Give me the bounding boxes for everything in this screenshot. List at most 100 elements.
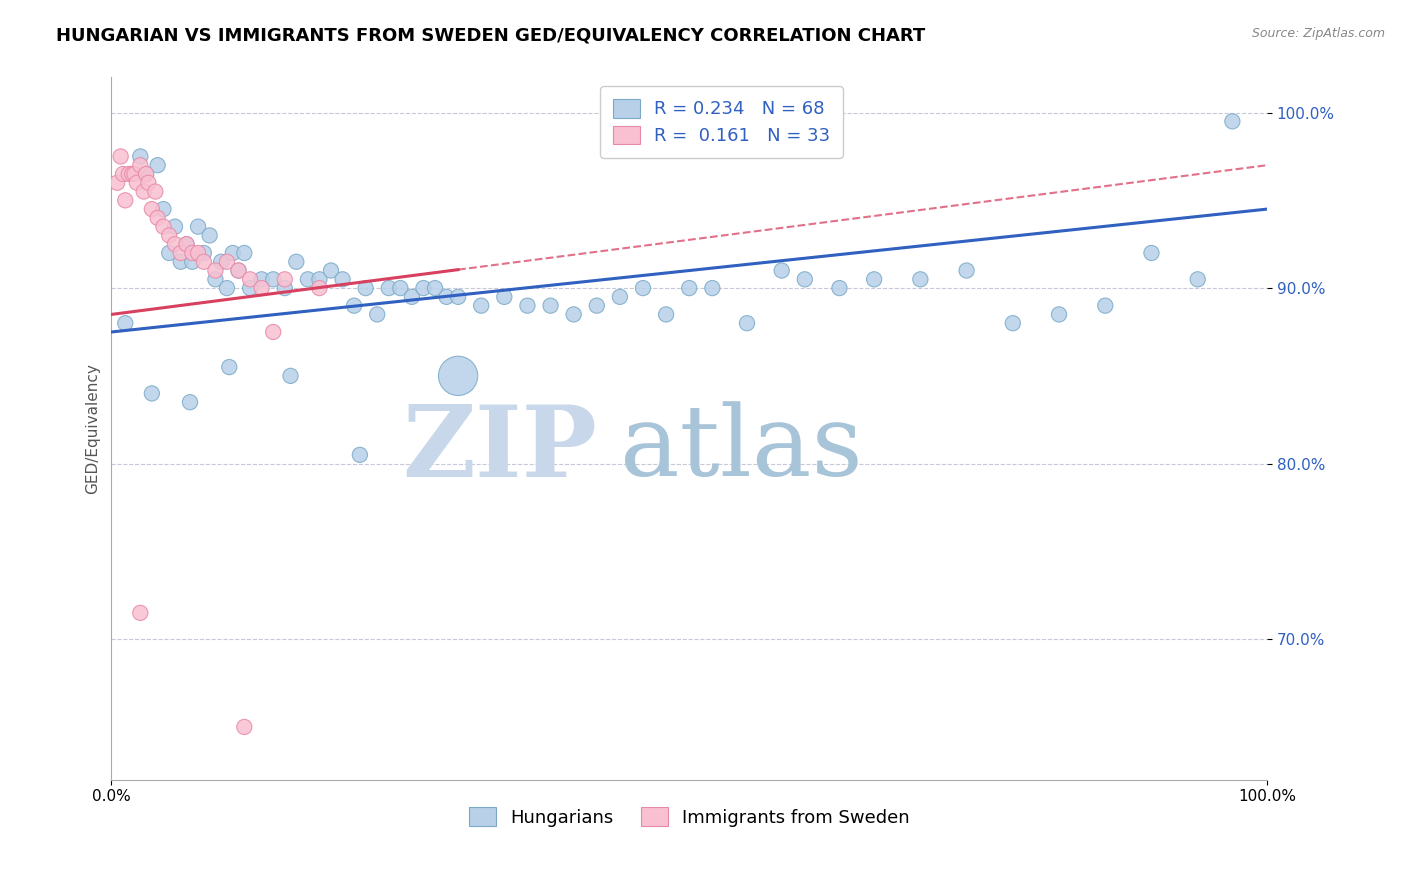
- Point: [285, 254, 308, 268]
- Point: [1047, 307, 1070, 321]
- Point: [176, 237, 198, 252]
- Point: [1001, 316, 1024, 330]
- Point: [105, 176, 128, 190]
- Point: [349, 448, 371, 462]
- Text: ZIP: ZIP: [402, 401, 596, 498]
- Point: [141, 202, 163, 216]
- Point: [209, 254, 232, 268]
- Point: [863, 272, 886, 286]
- Point: [135, 167, 157, 181]
- Point: [1140, 246, 1163, 260]
- Point: [262, 272, 284, 286]
- Point: [218, 360, 240, 375]
- Point: [540, 299, 562, 313]
- Point: [239, 281, 262, 295]
- Point: [447, 290, 470, 304]
- Point: [585, 299, 607, 313]
- Point: [250, 281, 273, 295]
- Point: [319, 263, 342, 277]
- Point: [187, 246, 209, 260]
- Point: [146, 158, 169, 172]
- Point: [436, 290, 458, 304]
- Point: [332, 272, 354, 286]
- Point: [114, 194, 136, 208]
- Point: [423, 281, 446, 295]
- Point: [215, 281, 238, 295]
- Point: [297, 272, 319, 286]
- Point: [793, 272, 815, 286]
- Point: [124, 167, 146, 181]
- Point: [389, 281, 412, 295]
- Point: [198, 228, 221, 243]
- Point: [170, 254, 193, 268]
- Point: [250, 272, 273, 286]
- Point: [228, 263, 250, 277]
- Point: [121, 167, 143, 181]
- Text: Source: ZipAtlas.com: Source: ZipAtlas.com: [1251, 27, 1385, 40]
- Text: HUNGARIAN VS IMMIGRANTS FROM SWEDEN GED/EQUIVALENCY CORRELATION CHART: HUNGARIAN VS IMMIGRANTS FROM SWEDEN GED/…: [56, 27, 925, 45]
- Point: [631, 281, 654, 295]
- Point: [152, 219, 174, 234]
- Point: [181, 254, 204, 268]
- Point: [343, 299, 366, 313]
- Point: [274, 281, 297, 295]
- Point: [222, 246, 245, 260]
- Point: [366, 307, 388, 321]
- Point: [129, 149, 152, 163]
- Point: [770, 263, 793, 277]
- Point: [193, 254, 215, 268]
- Point: [233, 246, 256, 260]
- Point: [678, 281, 700, 295]
- Point: [955, 263, 977, 277]
- Point: [129, 158, 152, 172]
- Point: [378, 281, 401, 295]
- Point: [152, 202, 174, 216]
- Point: [118, 167, 141, 181]
- Y-axis label: GED/Equivalency: GED/Equivalency: [86, 363, 100, 494]
- Point: [129, 606, 152, 620]
- Point: [702, 281, 724, 295]
- Point: [447, 368, 470, 383]
- Point: [163, 237, 186, 252]
- Point: [179, 395, 201, 409]
- Point: [470, 299, 492, 313]
- Legend: Hungarians, Immigrants from Sweden: Hungarians, Immigrants from Sweden: [461, 800, 917, 834]
- Point: [215, 254, 238, 268]
- Point: [157, 228, 180, 243]
- Point: [141, 386, 163, 401]
- Point: [412, 281, 434, 295]
- Point: [308, 272, 330, 286]
- Point: [401, 290, 423, 304]
- Point: [157, 246, 180, 260]
- Point: [1222, 114, 1244, 128]
- Point: [262, 325, 284, 339]
- Point: [233, 720, 256, 734]
- Point: [494, 290, 516, 304]
- Point: [308, 281, 330, 295]
- Point: [562, 307, 585, 321]
- Point: [735, 316, 758, 330]
- Point: [354, 281, 377, 295]
- Point: [176, 237, 198, 252]
- Point: [228, 263, 250, 277]
- Text: atlas: atlas: [620, 401, 863, 498]
- Point: [181, 246, 204, 260]
- Point: [609, 290, 631, 304]
- Point: [1094, 299, 1116, 313]
- Point: [655, 307, 678, 321]
- Point: [132, 185, 155, 199]
- Point: [274, 272, 297, 286]
- Point: [163, 219, 186, 234]
- Point: [110, 149, 132, 163]
- Point: [910, 272, 932, 286]
- Point: [114, 316, 136, 330]
- Point: [1187, 272, 1209, 286]
- Point: [828, 281, 851, 295]
- Point: [111, 167, 134, 181]
- Point: [135, 167, 157, 181]
- Point: [138, 176, 160, 190]
- Point: [239, 272, 262, 286]
- Point: [193, 246, 215, 260]
- Point: [204, 272, 226, 286]
- Point: [516, 299, 538, 313]
